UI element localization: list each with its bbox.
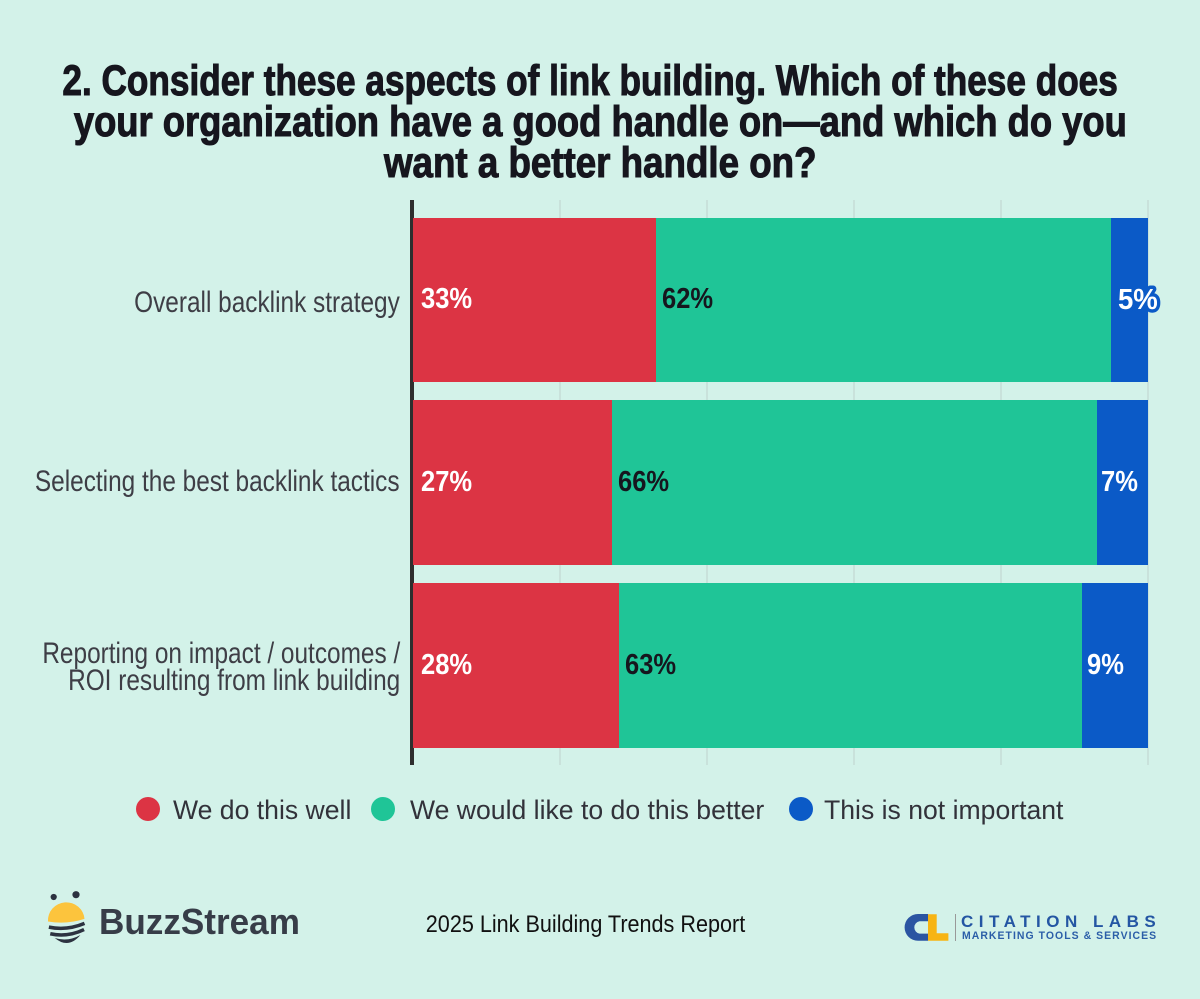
svg-text:5%: 5%: [1118, 282, 1158, 315]
